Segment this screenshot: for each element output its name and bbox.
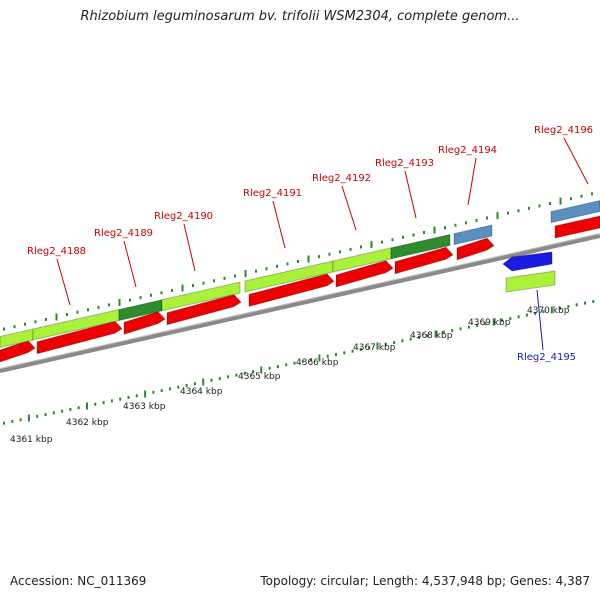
scale-label: 4363 kbp	[123, 402, 166, 412]
scale-label: 4364 kbp	[180, 387, 223, 397]
gene-label-leader	[467, 157, 477, 206]
gene-rna-block[interactable]	[550, 199, 600, 224]
cds-forward-arrow[interactable]	[554, 215, 600, 239]
gene-reverse-block[interactable]	[505, 270, 556, 293]
gene-label[interactable]: Rleg2_4191	[243, 188, 302, 199]
gene-label-leader	[183, 223, 196, 272]
gene-label[interactable]: Rleg2_4190	[154, 211, 213, 222]
gene-label-leader	[272, 200, 286, 249]
gene-label[interactable]: Rleg2_4196	[534, 125, 593, 136]
gene-label-leader	[341, 185, 357, 231]
accession-text: Accession: NC_011369	[10, 574, 147, 588]
gene-forward-block[interactable]	[161, 281, 241, 312]
scale-label: 4365 kbp	[238, 372, 281, 382]
cds-forward-arrow[interactable]	[248, 273, 335, 308]
gene-label[interactable]: Rleg2_4192	[312, 173, 371, 184]
gene-rna-block[interactable]	[453, 224, 493, 246]
scale-label: 4370 kbp	[527, 306, 570, 316]
gene-label-leader	[404, 170, 417, 219]
scale-label: 4366 kbp	[296, 358, 339, 368]
gene-label-leader	[123, 240, 137, 288]
cds-forward-arrow[interactable]	[123, 311, 166, 335]
genome-summary-text: Topology: circular; Length: 4,537,948 bp…	[260, 574, 590, 588]
scale-label: 4367 kbp	[353, 343, 396, 353]
scale-label: 4369 kbp	[468, 318, 511, 328]
scale-label: 4362 kbp	[66, 418, 109, 428]
gene-label[interactable]: Rleg2_4195	[517, 352, 576, 363]
cds-forward-arrow[interactable]	[36, 320, 123, 355]
cds-forward-arrow[interactable]	[394, 246, 454, 275]
cds-forward-arrow[interactable]	[166, 294, 242, 326]
gene-label-leader	[563, 137, 589, 185]
genome-backbone-highlight	[0, 233, 600, 369]
gene-label[interactable]: Rleg2_4194	[438, 145, 497, 156]
cds-forward-arrow[interactable]	[335, 260, 394, 288]
genome-backbone	[0, 234, 600, 373]
map-title: Rhizobium leguminosarum bv. trifolii WSM…	[80, 9, 520, 24]
gene-label[interactable]: Rleg2_4189	[94, 228, 153, 239]
cds-forward-arrow[interactable]	[456, 237, 495, 261]
gene-label[interactable]: Rleg2_4193	[375, 158, 434, 169]
gene-label-leader	[536, 289, 544, 351]
gene-label-leader	[56, 258, 71, 306]
gene-forward-block[interactable]	[390, 233, 451, 260]
scale-label: 4361 kbp	[10, 435, 53, 445]
cds-reverse-arrow[interactable]	[502, 251, 553, 272]
scale-label: 4368 kbp	[410, 331, 453, 341]
gene-label[interactable]: Rleg2_4188	[27, 246, 86, 257]
